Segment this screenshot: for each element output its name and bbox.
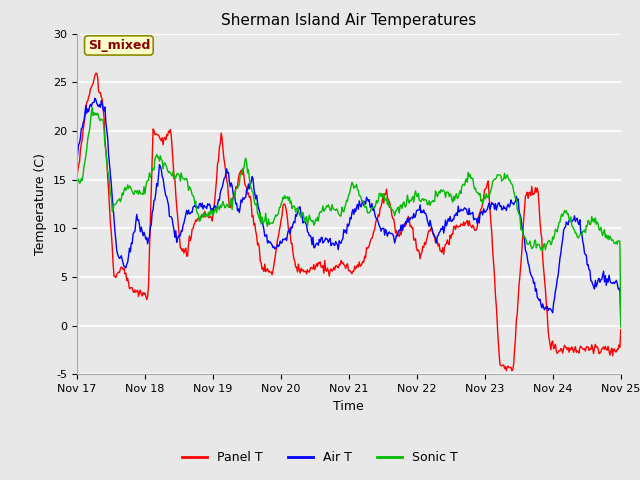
Text: SI_mixed: SI_mixed: [88, 39, 150, 52]
X-axis label: Time: Time: [333, 400, 364, 413]
Title: Sherman Island Air Temperatures: Sherman Island Air Temperatures: [221, 13, 476, 28]
Y-axis label: Temperature (C): Temperature (C): [35, 153, 47, 255]
Legend: Panel T, Air T, Sonic T: Panel T, Air T, Sonic T: [177, 446, 463, 469]
